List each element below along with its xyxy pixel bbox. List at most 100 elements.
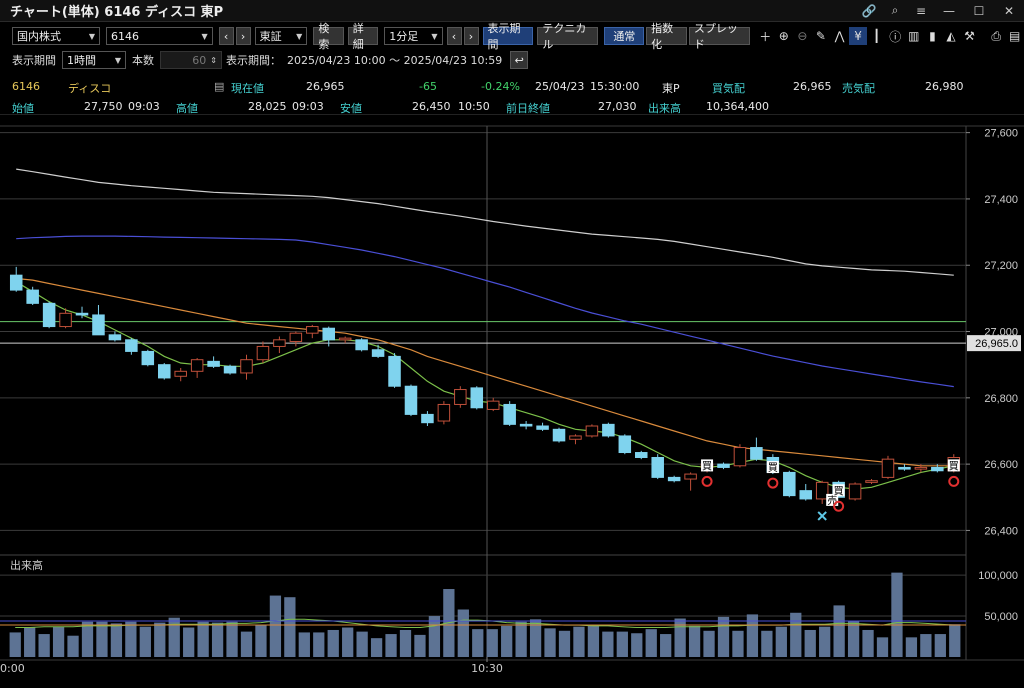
ma-line-mid	[16, 277, 954, 467]
volume-bar	[385, 634, 397, 657]
volume-bar	[52, 626, 65, 657]
info-icon[interactable]: ⓘ	[889, 29, 902, 44]
draw-pen-icon[interactable]: ✎	[815, 29, 826, 43]
maximize-button[interactable]: ☐	[973, 3, 985, 18]
index-mode-button[interactable]: 指数化	[646, 22, 687, 51]
candle-down	[750, 447, 763, 460]
current-label: 現在値	[231, 82, 264, 95]
volume-bar	[67, 635, 79, 657]
link-icon[interactable]: 🔗	[861, 3, 877, 18]
candle-down	[355, 339, 368, 351]
prev-code-button[interactable]: ‹	[218, 27, 234, 45]
count-value: 60	[192, 53, 207, 67]
export-icon[interactable]: ▤	[1009, 29, 1021, 43]
bid-label: 買気配	[712, 82, 745, 95]
yen-icon[interactable]: ¥	[848, 27, 868, 45]
reset-period-button[interactable]: ↩	[510, 51, 529, 69]
toolbar-period: 表示期間 1時間 ▼ 本数 60 ⇕ 表示期間： 2025/04/23 10:00 …	[0, 50, 1024, 70]
volume-bar	[949, 624, 961, 657]
candle-up	[174, 370, 187, 377]
ma-line-short	[15, 281, 954, 490]
quote-market: 東P	[662, 82, 680, 95]
candle-up	[59, 312, 72, 328]
next-code-button[interactable]: ›	[235, 27, 251, 45]
volume-bar	[125, 621, 137, 657]
exchange-select[interactable]: 東証 ▼	[254, 27, 308, 45]
volume-bar	[226, 621, 238, 657]
range-value: 2025/04/23 10:00 ～ 2025/04/23 10:59	[287, 54, 503, 67]
candle-down	[92, 314, 105, 336]
volume-bar	[920, 634, 932, 657]
spinner-icon: ⇕	[210, 55, 217, 65]
crosshair-icon[interactable]: ＋	[759, 29, 772, 44]
volume-bar	[934, 634, 946, 657]
candle-down	[158, 364, 171, 379]
settings-wrench-icon[interactable]: ⚒	[964, 29, 975, 43]
time-tick-label: 0:00	[0, 662, 25, 675]
price-tick-label: 27,200	[984, 260, 1018, 272]
area-chart-icon[interactable]: ◭	[946, 29, 956, 43]
volume-bar	[486, 629, 498, 657]
market-select[interactable]: 国内株式 ▼	[12, 27, 101, 45]
open-value: 27,750	[84, 100, 123, 113]
next-interval-button[interactable]: ›	[463, 27, 479, 45]
volume-bar	[356, 631, 368, 657]
candle-down	[651, 456, 664, 478]
interval-select[interactable]: 1分足 ▼	[384, 27, 443, 45]
search-button[interactable]: 検索	[313, 22, 344, 51]
search-icon[interactable]: ⌕	[891, 3, 899, 17]
candle-up	[914, 466, 928, 470]
low-value: 26,450	[412, 100, 451, 113]
detail-button[interactable]: 詳細	[347, 22, 379, 51]
time-tick-label: 10:30	[471, 662, 503, 675]
technical-button[interactable]: テクニカル	[537, 22, 599, 51]
volume-bar	[573, 626, 585, 657]
volume-bar	[529, 619, 542, 657]
volume-bar	[269, 595, 282, 657]
return-icon: ↩	[514, 53, 524, 67]
chevron-down-icon: ▼	[88, 31, 96, 41]
spread-mode-button[interactable]: スプレッド	[688, 22, 750, 51]
candle-up	[240, 359, 253, 374]
display-period-button[interactable]: 表示期間	[482, 22, 534, 51]
print-icon[interactable]: ⎙	[991, 28, 1001, 43]
candle-down	[371, 349, 385, 357]
volume-bar	[313, 632, 325, 657]
candle-chart-icon[interactable]: ┃	[873, 29, 881, 43]
zoom-out-icon[interactable]: ⊖	[797, 29, 808, 43]
code-select[interactable]: 6146 ▼	[106, 27, 213, 45]
menu-icon[interactable]: ≡	[915, 3, 927, 18]
normal-mode-button[interactable]: 通常	[604, 27, 645, 45]
buy-marker-icon	[701, 475, 713, 487]
buy-label: 買	[949, 460, 959, 472]
minimize-button[interactable]: —	[943, 3, 955, 18]
period-select[interactable]: 1時間 ▼	[62, 51, 126, 69]
zoom-in-icon[interactable]: ⊕	[778, 29, 789, 43]
volume-bar	[833, 605, 845, 657]
quote-time: 15:30:00	[590, 80, 640, 93]
price-tick-label: 26,400	[984, 525, 1018, 537]
column-icon[interactable]: ▮	[929, 29, 936, 43]
price-tick-label: 27,600	[984, 128, 1018, 140]
price-chart[interactable]: 買買売買買 27,60027,40027,20027,00026,80026,6…	[0, 116, 1024, 688]
volume-bar	[183, 627, 195, 657]
candle-down	[602, 423, 615, 437]
bar-compare-icon[interactable]: ▥	[908, 29, 920, 43]
candle-down	[470, 387, 484, 409]
open-time: 09:03	[128, 100, 160, 113]
price-change-pct: -0.24%	[481, 80, 520, 93]
prev-interval-button[interactable]: ‹	[446, 27, 462, 45]
quote-code: 6146	[12, 80, 40, 93]
trend-icon[interactable]: ⋀	[834, 29, 845, 43]
close-button[interactable]: ✕	[1003, 3, 1015, 18]
volume-bar	[298, 632, 310, 657]
candle-up	[585, 425, 599, 437]
buy-label: 買	[702, 460, 712, 472]
candle-down	[322, 327, 335, 341]
volume-bar	[110, 623, 123, 657]
candle-down	[519, 423, 533, 427]
memo-icon[interactable]: ▤	[214, 80, 225, 93]
low-time: 10:50	[458, 100, 490, 113]
window-title: チャート(単体) 6146 ディスコ 東P	[10, 5, 224, 20]
candle-down	[421, 413, 434, 424]
